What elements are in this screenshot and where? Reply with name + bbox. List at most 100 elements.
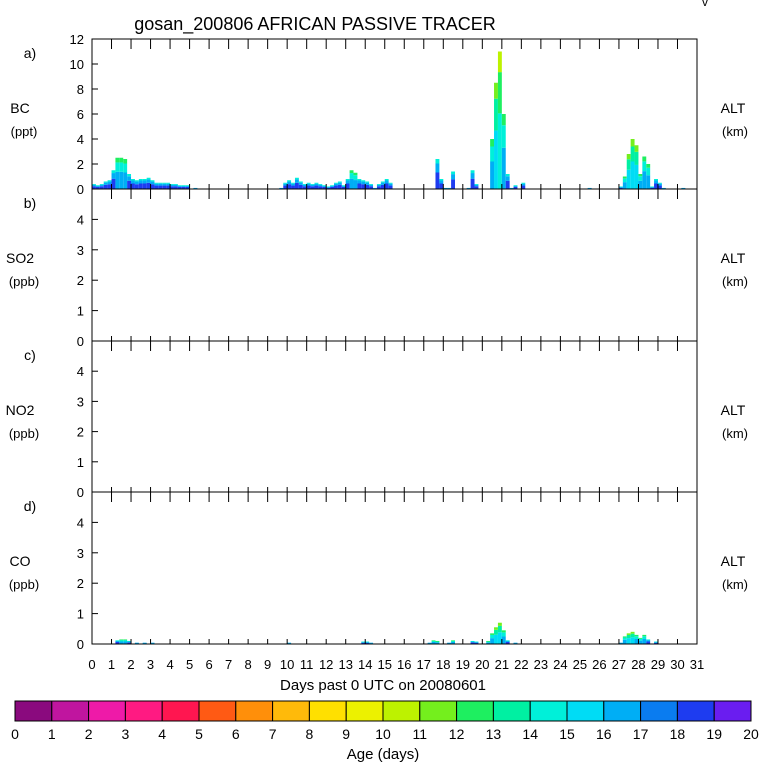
x-tick-label: 24 xyxy=(553,657,567,672)
bar-1-68-seg2 xyxy=(474,184,479,185)
bar-1-35 xyxy=(310,186,315,189)
bar-4-16-seg1 xyxy=(447,642,452,644)
bar-1-6-seg1 xyxy=(115,162,120,172)
y-tick-label: 3 xyxy=(77,243,84,258)
bar-1-0-seg2 xyxy=(92,184,96,185)
colorbar-tick-label: 7 xyxy=(269,726,277,742)
bar-4-24-seg1 xyxy=(501,632,506,637)
x-tick-label: 11 xyxy=(300,657,314,672)
bar-4-22 xyxy=(494,634,498,644)
colorbar-swatch xyxy=(382,700,421,722)
bar-1-65 xyxy=(451,179,455,190)
y-tick-label: 4 xyxy=(77,515,84,530)
bar-1-32 xyxy=(298,184,303,190)
bar-4-3-seg2 xyxy=(127,640,132,642)
bar-1-7 xyxy=(119,171,124,189)
alt-unit: (km) xyxy=(722,274,748,289)
chart-title: gosan_200806 AFRICAN PASSIVE TRACER xyxy=(134,14,496,35)
colorbar-tick-label: 19 xyxy=(706,726,722,742)
bar-1-12-seg2 xyxy=(138,179,143,181)
bar-4-1-seg1 xyxy=(119,640,124,642)
bar-1-62 xyxy=(439,183,444,189)
bar-4-23-seg2 xyxy=(497,622,502,626)
bar-1-49-seg2 xyxy=(365,181,370,183)
bar-1-0 xyxy=(92,186,96,189)
bar-4-1 xyxy=(119,641,124,644)
y-tick-label: 2 xyxy=(77,576,84,591)
bar-4-31 xyxy=(634,638,639,644)
bar-1-27-seg1 xyxy=(279,187,284,189)
panel-letter: c) xyxy=(24,347,36,363)
colorbar-tick-label: 15 xyxy=(559,726,575,742)
bar-4-35-seg2 xyxy=(654,641,658,643)
bar-4-10-seg2 xyxy=(365,641,370,643)
bar-1-3-seg2 xyxy=(103,181,108,183)
bar-1-19-seg2 xyxy=(166,182,171,184)
bar-1-36 xyxy=(314,185,319,189)
bar-1-76-seg2 xyxy=(521,182,526,184)
bar-1-0-seg1 xyxy=(92,184,96,187)
bar-1-82-seg2 xyxy=(630,139,635,147)
alt-label: ALT xyxy=(721,250,746,266)
bar-4-22-seg1 xyxy=(494,629,498,635)
x-tick-label: 27 xyxy=(612,657,626,672)
bar-4-28-seg2 xyxy=(622,636,627,638)
y-tick-label: 4 xyxy=(77,364,84,379)
bar-1-52-seg2 xyxy=(376,184,381,185)
bar-1-55-seg1 xyxy=(388,183,393,186)
bar-1-18 xyxy=(162,185,167,189)
bar-1-23 xyxy=(181,186,186,189)
bar-1-46-seg2 xyxy=(353,172,358,176)
bar-1-63-seg1 xyxy=(443,187,448,189)
bar-1-6 xyxy=(115,171,120,189)
bar-1-89-seg1 xyxy=(657,183,662,186)
bar-1-80 xyxy=(622,182,627,190)
bar-4-2-seg1 xyxy=(123,640,128,642)
bar-1-31-seg1 xyxy=(294,179,299,183)
bar-1-38 xyxy=(322,186,327,189)
colorbar-swatch xyxy=(492,700,531,722)
x-tick-label: 0 xyxy=(88,657,95,672)
bar-1-62-seg1 xyxy=(439,180,444,184)
x-axis-label: Days past 0 UTC on 20080601 xyxy=(280,677,486,694)
bar-4-22-seg2 xyxy=(494,627,498,630)
colorbar-swatch xyxy=(235,700,274,722)
bar-4-17-seg2 xyxy=(451,640,455,642)
bar-1-5-seg2 xyxy=(111,170,116,174)
bar-1-14 xyxy=(146,182,151,189)
bar-1-5 xyxy=(111,178,116,189)
bar-1-46-seg1 xyxy=(353,175,358,181)
panel-frame xyxy=(91,38,698,190)
bar-1-45 xyxy=(349,178,354,189)
bar-1-73-seg1 xyxy=(505,176,510,181)
bar-1-9-seg2 xyxy=(127,174,132,177)
colorbar-tick-label: 0 xyxy=(11,726,19,742)
bar-1-31-seg2 xyxy=(294,177,299,180)
colorbar-swatch xyxy=(603,700,642,722)
bar-4-17 xyxy=(451,641,455,644)
bar-1-48-seg1 xyxy=(361,181,366,185)
bar-1-20 xyxy=(170,186,174,189)
colorbar-tick-label: 8 xyxy=(306,726,314,742)
bar-1-47-seg1 xyxy=(357,180,362,184)
bar-1-61 xyxy=(435,172,440,189)
bar-1-34-seg1 xyxy=(306,183,311,186)
bar-4-6-seg1 xyxy=(150,642,155,644)
y-tick-label: 1 xyxy=(77,607,84,622)
bar-1-42 xyxy=(337,184,342,190)
bar-1-16-seg2 xyxy=(154,182,159,184)
panel-frame xyxy=(91,340,698,493)
bar-1-37-seg2 xyxy=(318,184,323,185)
bar-1-68-seg1 xyxy=(474,184,479,187)
bar-1-79 xyxy=(618,187,623,190)
bar-1-33-seg2 xyxy=(302,184,307,185)
bar-1-11-seg1 xyxy=(134,181,139,185)
y-tick-label: 3 xyxy=(77,546,84,561)
colorbar-swatch xyxy=(713,700,752,722)
bar-1-34 xyxy=(306,185,311,189)
bar-1-46 xyxy=(353,180,358,189)
bar-1-55 xyxy=(388,185,393,189)
alt-label: ALT xyxy=(721,402,746,418)
colorbar-tick-label: 3 xyxy=(122,726,130,742)
colorbar-tick-label: 10 xyxy=(375,726,391,742)
